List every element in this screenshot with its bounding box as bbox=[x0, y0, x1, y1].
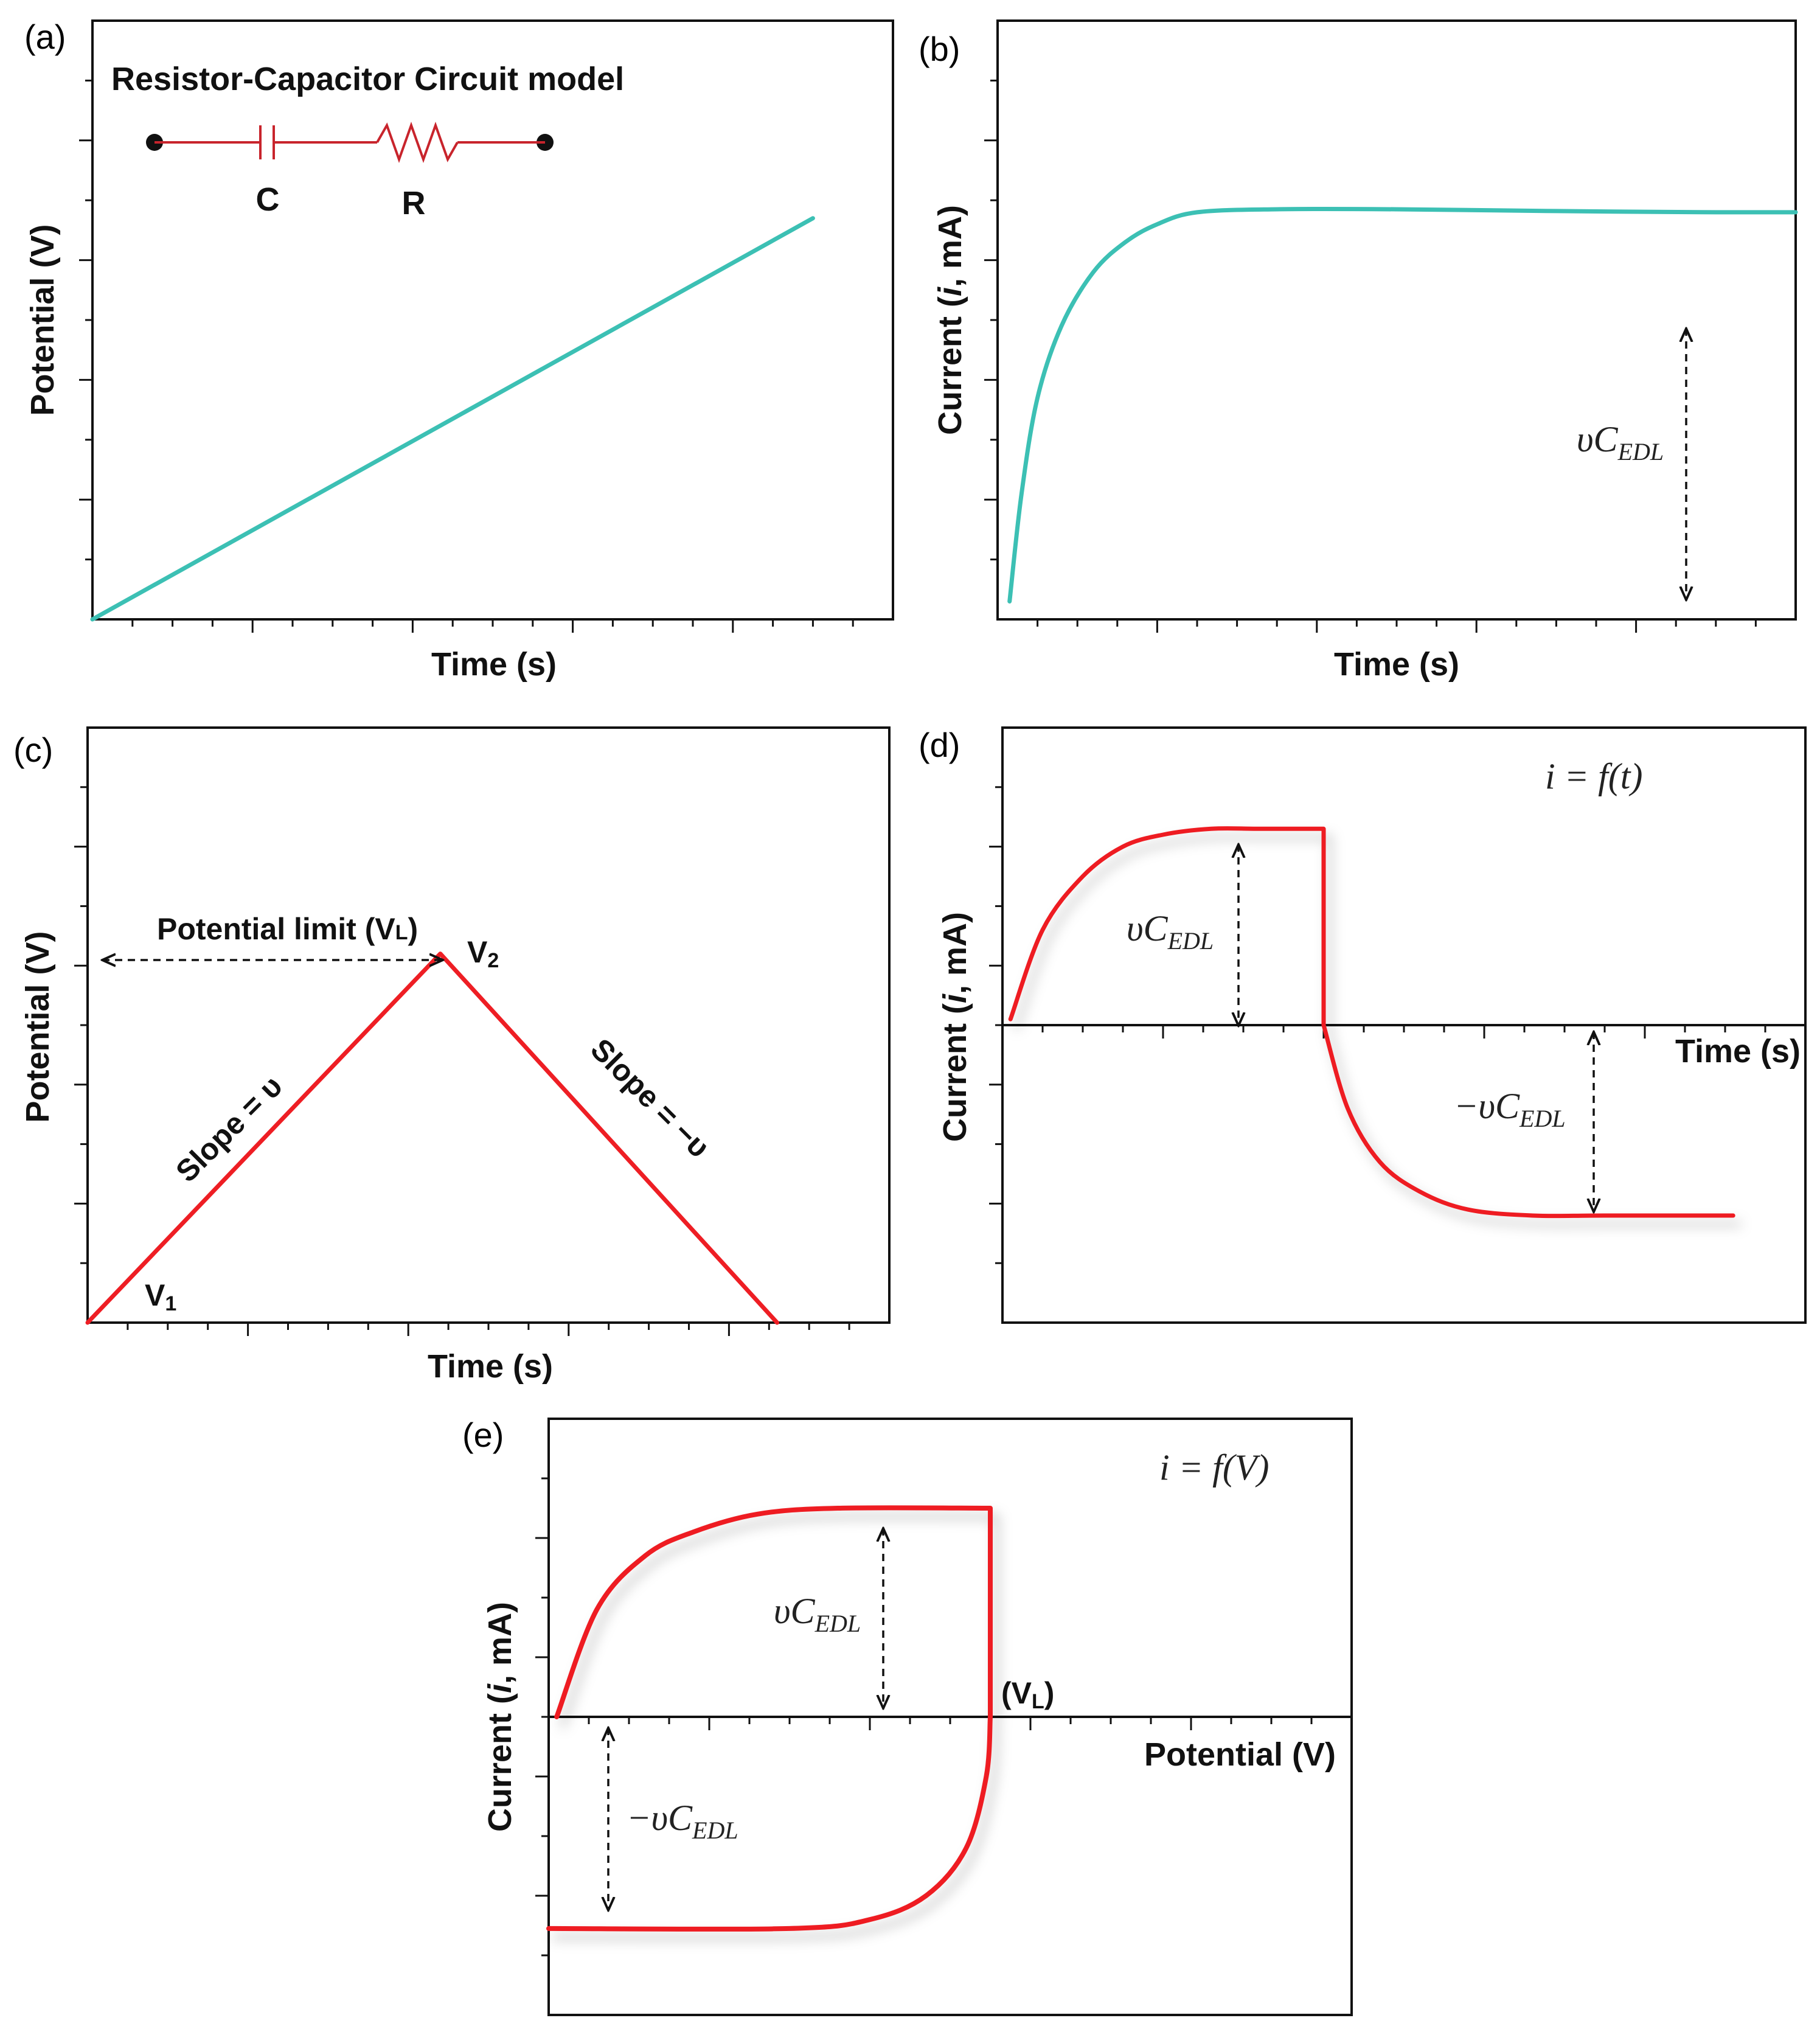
y-axis-label-a: Potential (V) bbox=[24, 224, 61, 416]
plot-frame-a bbox=[91, 19, 894, 621]
series-group-e bbox=[546, 1505, 993, 1932]
series-line-current bbox=[1007, 206, 1798, 604]
annotation-edl-b: υCEDL bbox=[1577, 419, 1664, 465]
y-axis-label-c: Potential (V) bbox=[19, 931, 56, 1122]
x-axis-label-b: Time (s) bbox=[1334, 646, 1459, 683]
annotation-edl-e-neg: −υCEDL bbox=[627, 1798, 738, 1844]
potential-limit-label: Potential limit (VL) bbox=[157, 912, 418, 946]
y-axis-label-d: Current (i, mA) bbox=[937, 912, 973, 1142]
annotation-edl-d-neg: −υCEDL bbox=[1454, 1086, 1566, 1132]
series-group-b bbox=[1007, 206, 1798, 604]
panel-label-d: (d) bbox=[919, 726, 960, 764]
series-line-cv bbox=[546, 1505, 993, 1932]
y-axis-label-b: Current (i, mA) bbox=[932, 205, 968, 435]
v1-label: V1 bbox=[145, 1278, 176, 1315]
panel-label-e: (e) bbox=[462, 1416, 504, 1454]
series-group-d bbox=[1008, 826, 1735, 1219]
panel-d: (d) Time (s) Current (i, mA) i = f(t) υC… bbox=[919, 726, 1807, 1324]
axis-ticks-d bbox=[989, 786, 1805, 1264]
equation-d: i = f(t) bbox=[1545, 756, 1642, 796]
resistor-zigzag bbox=[376, 122, 459, 163]
resistor-label: R bbox=[402, 185, 426, 221]
vl-label: (VL) bbox=[1001, 1676, 1054, 1713]
x-axis-label-a: Time (s) bbox=[431, 646, 557, 683]
panel-a: (a) Time (s) Potential (V) Resistor-Capa… bbox=[24, 18, 894, 683]
equation-e: i = f(V) bbox=[1159, 1447, 1269, 1487]
axis-ticks-a bbox=[79, 79, 854, 633]
panel-label-c: (c) bbox=[13, 731, 53, 769]
series-group-a bbox=[90, 216, 815, 622]
series-line-current bbox=[1008, 826, 1735, 1219]
panel-label-a: (a) bbox=[24, 18, 66, 56]
panel-e: (e) Potential (V) Current (i, mA) i = f(… bbox=[462, 1416, 1353, 2016]
x-axis-label-d: Time (s) bbox=[1675, 1033, 1801, 1070]
x-axis-label-c: Time (s) bbox=[428, 1348, 553, 1385]
circuit-title: Resistor-Capacitor Circuit model bbox=[111, 61, 624, 97]
axis-ticks-c bbox=[74, 786, 850, 1336]
x-axis-label-e: Potential (V) bbox=[1144, 1736, 1336, 1773]
annotation-edl-e-pos: υCEDL bbox=[774, 1591, 861, 1637]
panel-label-b: (b) bbox=[919, 30, 960, 68]
axis-ticks-b bbox=[984, 79, 1757, 633]
circuit-wires bbox=[155, 122, 545, 163]
panel-c: (c) Time (s) Potential (V) Potential lim… bbox=[13, 726, 891, 1385]
y-axis-label-e: Current (i, mA) bbox=[482, 1602, 518, 1832]
circuit-inset: Resistor-Capacitor Circuit model C R bbox=[111, 61, 624, 221]
plot-frame-c bbox=[86, 726, 891, 1324]
panel-b: (b) Time (s) Current (i, mA) υCEDL bbox=[919, 19, 1798, 683]
annotation-edl-d-pos: υCEDL bbox=[1127, 908, 1214, 955]
slope-down-label: Slope = −υ bbox=[584, 1032, 716, 1164]
series-line-potential bbox=[90, 216, 815, 622]
capacitor-label: C bbox=[256, 181, 280, 218]
plot-frame-b bbox=[996, 19, 1797, 621]
v2-label: V2 bbox=[467, 935, 499, 972]
